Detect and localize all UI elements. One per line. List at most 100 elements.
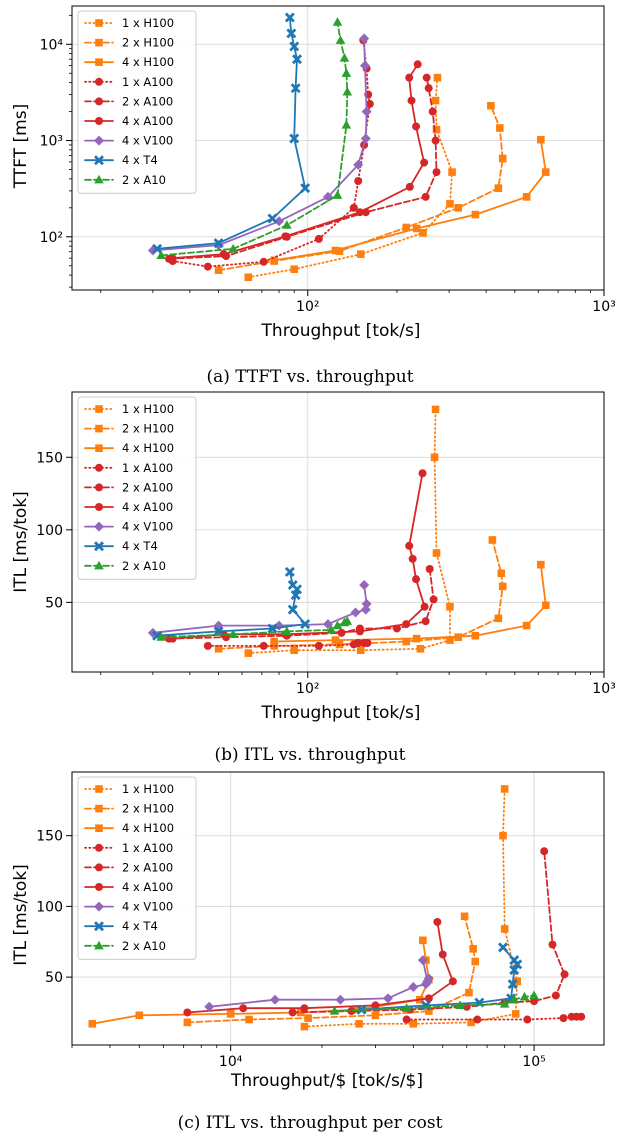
data-point	[341, 68, 352, 77]
legend-marker	[95, 883, 103, 891]
data-point	[424, 84, 433, 93]
data-point	[244, 649, 253, 657]
data-point	[267, 213, 278, 224]
data-point	[354, 176, 363, 185]
data-point	[548, 940, 557, 949]
legend-marker	[95, 117, 103, 125]
data-point	[511, 1010, 520, 1018]
legend-marker	[94, 174, 104, 184]
x-axis-label-b: Throughput [tok/s]	[261, 703, 421, 723]
data-point	[500, 785, 509, 793]
data-point	[341, 120, 352, 129]
data-point	[290, 646, 299, 655]
legend-box	[77, 10, 197, 194]
data-point	[409, 1019, 418, 1028]
data-point	[424, 994, 433, 1003]
data-point	[363, 638, 372, 647]
data-point	[494, 614, 503, 623]
data-point	[228, 243, 238, 253]
data-point	[499, 998, 510, 1008]
legend-marker	[95, 19, 103, 27]
legend-item: 4 x T4	[84, 919, 158, 933]
data-point	[355, 627, 364, 636]
legend-label: 1 x A100	[122, 461, 173, 475]
legend-label: 2 x H100	[122, 36, 174, 50]
x-minor-ticks	[71, 1045, 521, 1048]
data-point	[332, 190, 343, 199]
data-point	[421, 192, 430, 201]
legend-marker	[95, 444, 103, 452]
series-4-x-v100	[147, 33, 372, 256]
data-point	[226, 1010, 235, 1018]
data-point	[402, 637, 411, 646]
legend-label: 4 x A100	[122, 114, 173, 128]
legend-marker	[94, 901, 104, 912]
legend-marker	[95, 38, 103, 47]
y-tick-label: 100	[36, 523, 63, 539]
data-point	[487, 101, 495, 110]
legend: 1 x H100 2 x H100 4 x H100 1 x A100 2 x A100…	[77, 396, 197, 580]
series-1-x-a100	[203, 638, 372, 650]
series-4-x-a100	[183, 917, 457, 1017]
data-point	[289, 41, 300, 52]
legend-label: 2 x H100	[122, 802, 174, 816]
legend-item: 4 x T4	[84, 539, 158, 553]
data-point	[332, 620, 343, 630]
data-point	[405, 182, 414, 191]
series-line	[171, 472, 426, 640]
y-tick-label: 150	[36, 829, 63, 845]
series-group	[147, 12, 550, 282]
data-point	[402, 223, 411, 232]
series-2-x-a100	[164, 73, 441, 263]
series-2-x-a10	[156, 17, 353, 260]
plot-frame	[71, 5, 605, 291]
data-point	[335, 35, 346, 44]
data-point	[412, 575, 421, 584]
data-point	[507, 979, 518, 990]
data-point	[314, 641, 323, 650]
legend-item: 4 x V100	[84, 900, 173, 914]
data-point	[239, 1004, 248, 1013]
data-point	[429, 595, 438, 604]
data-point	[296, 1008, 305, 1017]
caption-a: (a) TTFT vs. throughput	[206, 367, 413, 387]
legend-label: 1 x H100	[122, 782, 174, 796]
data-point	[420, 602, 429, 611]
data-point	[274, 216, 285, 227]
legend-item: 2 x A100	[84, 860, 173, 874]
data-point	[422, 976, 433, 987]
data-point	[289, 133, 300, 144]
data-point	[300, 619, 311, 630]
series-group	[147, 405, 550, 657]
legend-marker	[95, 804, 103, 813]
plot-frame	[71, 771, 605, 1046]
data-point	[214, 266, 223, 274]
y-tick-label: 150	[36, 450, 63, 466]
legend-label: 1 x A100	[122, 75, 173, 89]
data-point	[405, 541, 414, 550]
data-point	[500, 925, 509, 933]
series-line	[208, 959, 430, 1008]
legend-item: 2 x A100	[84, 480, 173, 494]
legend-label: 2 x H100	[122, 422, 174, 436]
data-point	[335, 247, 344, 255]
data-point	[290, 83, 301, 94]
data-point	[471, 631, 480, 640]
caption-c: (c) ITL vs. throughput per cost	[178, 1113, 443, 1133]
data-point	[471, 957, 480, 966]
legend-label: 2 x A100	[122, 480, 173, 494]
data-point	[473, 1015, 482, 1024]
x-tick-label: 10²	[296, 299, 319, 315]
data-point	[432, 125, 441, 134]
series-line	[160, 21, 349, 257]
series-line	[151, 584, 368, 634]
data-point	[541, 168, 550, 176]
legend-label: 2 x A10	[122, 173, 166, 187]
legend-marker	[95, 424, 103, 433]
legend-marker	[94, 135, 104, 146]
y-axis-label-c: ITL [ms/tok]	[11, 864, 31, 966]
legend: 1 x H100 2 x H100 4 x H100 1 x A100 2 x A100…	[77, 10, 197, 194]
legend-marker	[95, 77, 103, 86]
data-point	[365, 99, 374, 108]
